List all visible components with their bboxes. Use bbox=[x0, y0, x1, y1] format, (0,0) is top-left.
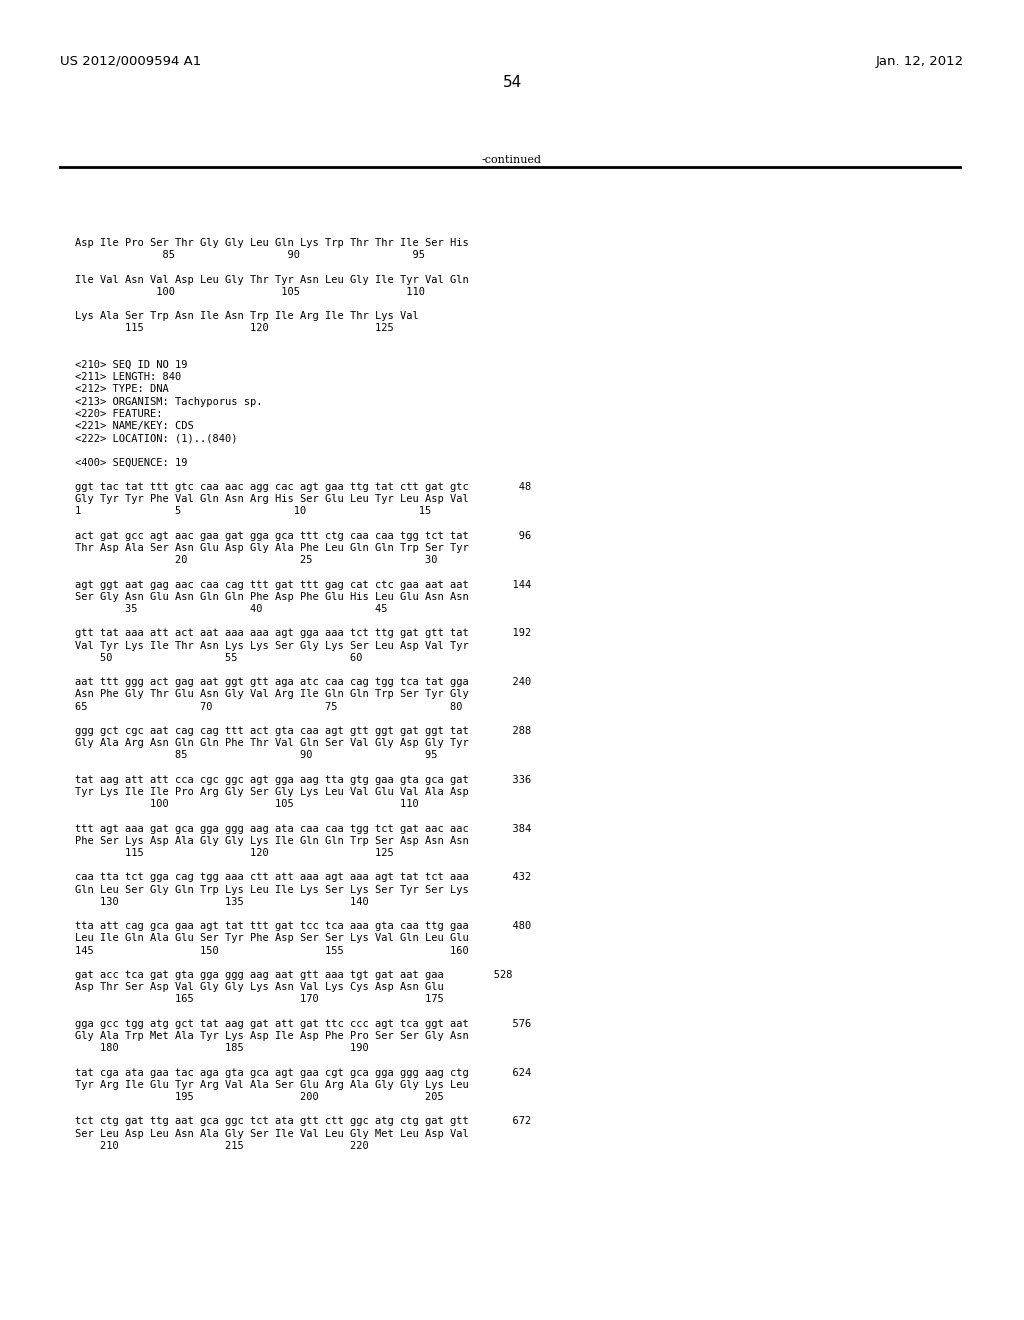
Text: 85                  90                  95: 85 90 95 bbox=[75, 750, 437, 760]
Text: <213> ORGANISM: Tachyporus sp.: <213> ORGANISM: Tachyporus sp. bbox=[75, 396, 262, 407]
Text: <220> FEATURE:: <220> FEATURE: bbox=[75, 409, 163, 418]
Text: 165                 170                 175: 165 170 175 bbox=[75, 994, 443, 1005]
Text: gga gcc tgg atg gct tat aag gat att gat ttc ccc agt tca ggt aat       576: gga gcc tgg atg gct tat aag gat att gat … bbox=[75, 1019, 531, 1028]
Text: <222> LOCATION: (1)..(840): <222> LOCATION: (1)..(840) bbox=[75, 433, 238, 444]
Text: Val Tyr Lys Ile Thr Asn Lys Lys Ser Gly Lys Ser Leu Asp Val Tyr: Val Tyr Lys Ile Thr Asn Lys Lys Ser Gly … bbox=[75, 640, 469, 651]
Text: Ser Gly Asn Glu Asn Gln Gln Phe Asp Phe Glu His Leu Glu Asn Asn: Ser Gly Asn Glu Asn Gln Gln Phe Asp Phe … bbox=[75, 591, 469, 602]
Text: 100                 105                 110: 100 105 110 bbox=[75, 286, 425, 297]
Text: tta att cag gca gaa agt tat ttt gat tcc tca aaa gta caa ttg gaa       480: tta att cag gca gaa agt tat ttt gat tcc … bbox=[75, 921, 531, 931]
Text: caa tta tct gga cag tgg aaa ctt att aaa agt aaa agt tat tct aaa       432: caa tta tct gga cag tgg aaa ctt att aaa … bbox=[75, 873, 531, 882]
Text: Leu Ile Gln Ala Glu Ser Tyr Phe Asp Ser Ser Lys Val Gln Leu Glu: Leu Ile Gln Ala Glu Ser Tyr Phe Asp Ser … bbox=[75, 933, 469, 944]
Text: <212> TYPE: DNA: <212> TYPE: DNA bbox=[75, 384, 169, 395]
Text: <400> SEQUENCE: 19: <400> SEQUENCE: 19 bbox=[75, 458, 187, 467]
Text: act gat gcc agt aac gaa gat gga gca ttt ctg caa caa tgg tct tat        96: act gat gcc agt aac gaa gat gga gca ttt … bbox=[75, 531, 531, 541]
Text: 20                  25                  30: 20 25 30 bbox=[75, 556, 437, 565]
Text: 35                  40                  45: 35 40 45 bbox=[75, 605, 387, 614]
Text: <210> SEQ ID NO 19: <210> SEQ ID NO 19 bbox=[75, 360, 187, 370]
Text: 180                 185                 190: 180 185 190 bbox=[75, 1043, 369, 1053]
Text: 100                 105                 110: 100 105 110 bbox=[75, 799, 419, 809]
Text: Phe Ser Lys Asp Ala Gly Gly Lys Ile Gln Gln Trp Ser Asp Asn Asn: Phe Ser Lys Asp Ala Gly Gly Lys Ile Gln … bbox=[75, 836, 469, 846]
Text: tat cga ata gaa tac aga gta gca agt gaa cgt gca gga ggg aag ctg       624: tat cga ata gaa tac aga gta gca agt gaa … bbox=[75, 1068, 531, 1077]
Text: Asp Thr Ser Asp Val Gly Gly Lys Asn Val Lys Cys Asp Asn Glu: Asp Thr Ser Asp Val Gly Gly Lys Asn Val … bbox=[75, 982, 443, 993]
Text: Gly Ala Arg Asn Gln Gln Phe Thr Val Gln Ser Val Gly Asp Gly Tyr: Gly Ala Arg Asn Gln Gln Phe Thr Val Gln … bbox=[75, 738, 469, 748]
Text: ttt agt aaa gat gca gga ggg aag ata caa caa tgg tct gat aac aac       384: ttt agt aaa gat gca gga ggg aag ata caa … bbox=[75, 824, 531, 834]
Text: Ser Leu Asp Leu Asn Ala Gly Ser Ile Val Leu Gly Met Leu Asp Val: Ser Leu Asp Leu Asn Ala Gly Ser Ile Val … bbox=[75, 1129, 469, 1139]
Text: 115                 120                 125: 115 120 125 bbox=[75, 847, 394, 858]
Text: 145                 150                 155                 160: 145 150 155 160 bbox=[75, 945, 469, 956]
Text: <221> NAME/KEY: CDS: <221> NAME/KEY: CDS bbox=[75, 421, 194, 432]
Text: Gly Ala Trp Met Ala Tyr Lys Asp Ile Asp Phe Pro Ser Ser Gly Asn: Gly Ala Trp Met Ala Tyr Lys Asp Ile Asp … bbox=[75, 1031, 469, 1041]
Text: tct ctg gat ttg aat gca ggc tct ata gtt ctt ggc atg ctg gat gtt       672: tct ctg gat ttg aat gca ggc tct ata gtt … bbox=[75, 1117, 531, 1126]
Text: Lys Ala Ser Trp Asn Ile Asn Trp Ile Arg Ile Thr Lys Val: Lys Ala Ser Trp Asn Ile Asn Trp Ile Arg … bbox=[75, 312, 419, 321]
Text: 1               5                  10                  15: 1 5 10 15 bbox=[75, 507, 431, 516]
Text: 130                 135                 140: 130 135 140 bbox=[75, 896, 369, 907]
Text: Gly Tyr Tyr Phe Val Gln Asn Arg His Ser Glu Leu Tyr Leu Asp Val: Gly Tyr Tyr Phe Val Gln Asn Arg His Ser … bbox=[75, 494, 469, 504]
Text: Jan. 12, 2012: Jan. 12, 2012 bbox=[876, 55, 964, 69]
Text: tat aag att att cca cgc ggc agt gga aag tta gtg gaa gta gca gat       336: tat aag att att cca cgc ggc agt gga aag … bbox=[75, 775, 531, 785]
Text: ggg gct cgc aat cag cag ttt act gta caa agt gtt ggt gat ggt tat       288: ggg gct cgc aat cag cag ttt act gta caa … bbox=[75, 726, 531, 737]
Text: -continued: -continued bbox=[482, 154, 542, 165]
Text: 195                 200                 205: 195 200 205 bbox=[75, 1092, 443, 1102]
Text: aat ttt ggg act gag aat ggt gtt aga atc caa cag tgg tca tat gga       240: aat ttt ggg act gag aat ggt gtt aga atc … bbox=[75, 677, 531, 688]
Text: 85                  90                  95: 85 90 95 bbox=[75, 251, 425, 260]
Text: 50                  55                  60: 50 55 60 bbox=[75, 653, 362, 663]
Text: 210                 215                 220: 210 215 220 bbox=[75, 1140, 369, 1151]
Text: Asp Ile Pro Ser Thr Gly Gly Leu Gln Lys Trp Thr Thr Ile Ser His: Asp Ile Pro Ser Thr Gly Gly Leu Gln Lys … bbox=[75, 238, 469, 248]
Text: Asn Phe Gly Thr Glu Asn Gly Val Arg Ile Gln Gln Trp Ser Tyr Gly: Asn Phe Gly Thr Glu Asn Gly Val Arg Ile … bbox=[75, 689, 469, 700]
Text: Ile Val Asn Val Asp Leu Gly Thr Tyr Asn Leu Gly Ile Tyr Val Gln: Ile Val Asn Val Asp Leu Gly Thr Tyr Asn … bbox=[75, 275, 469, 285]
Text: gtt tat aaa att act aat aaa aaa agt gga aaa tct ttg gat gtt tat       192: gtt tat aaa att act aat aaa aaa agt gga … bbox=[75, 628, 531, 639]
Text: Tyr Arg Ile Glu Tyr Arg Val Ala Ser Glu Arg Ala Gly Gly Lys Leu: Tyr Arg Ile Glu Tyr Arg Val Ala Ser Glu … bbox=[75, 1080, 469, 1090]
Text: 115                 120                 125: 115 120 125 bbox=[75, 323, 394, 334]
Text: US 2012/0009594 A1: US 2012/0009594 A1 bbox=[60, 55, 202, 69]
Text: 65                  70                  75                  80: 65 70 75 80 bbox=[75, 702, 463, 711]
Text: gat acc tca gat gta gga ggg aag aat gtt aaa tgt gat aat gaa        528: gat acc tca gat gta gga ggg aag aat gtt … bbox=[75, 970, 512, 979]
Text: Gln Leu Ser Gly Gln Trp Lys Leu Ile Lys Ser Lys Ser Tyr Ser Lys: Gln Leu Ser Gly Gln Trp Lys Leu Ile Lys … bbox=[75, 884, 469, 895]
Text: Thr Asp Ala Ser Asn Glu Asp Gly Ala Phe Leu Gln Gln Trp Ser Tyr: Thr Asp Ala Ser Asn Glu Asp Gly Ala Phe … bbox=[75, 543, 469, 553]
Text: agt ggt aat gag aac caa cag ttt gat ttt gag cat ctc gaa aat aat       144: agt ggt aat gag aac caa cag ttt gat ttt … bbox=[75, 579, 531, 590]
Text: ggt tac tat ttt gtc caa aac agg cac agt gaa ttg tat ctt gat gtc        48: ggt tac tat ttt gtc caa aac agg cac agt … bbox=[75, 482, 531, 492]
Text: Tyr Lys Ile Ile Pro Arg Gly Ser Gly Lys Leu Val Glu Val Ala Asp: Tyr Lys Ile Ile Pro Arg Gly Ser Gly Lys … bbox=[75, 787, 469, 797]
Text: <211> LENGTH: 840: <211> LENGTH: 840 bbox=[75, 372, 181, 383]
Text: 54: 54 bbox=[503, 75, 521, 90]
